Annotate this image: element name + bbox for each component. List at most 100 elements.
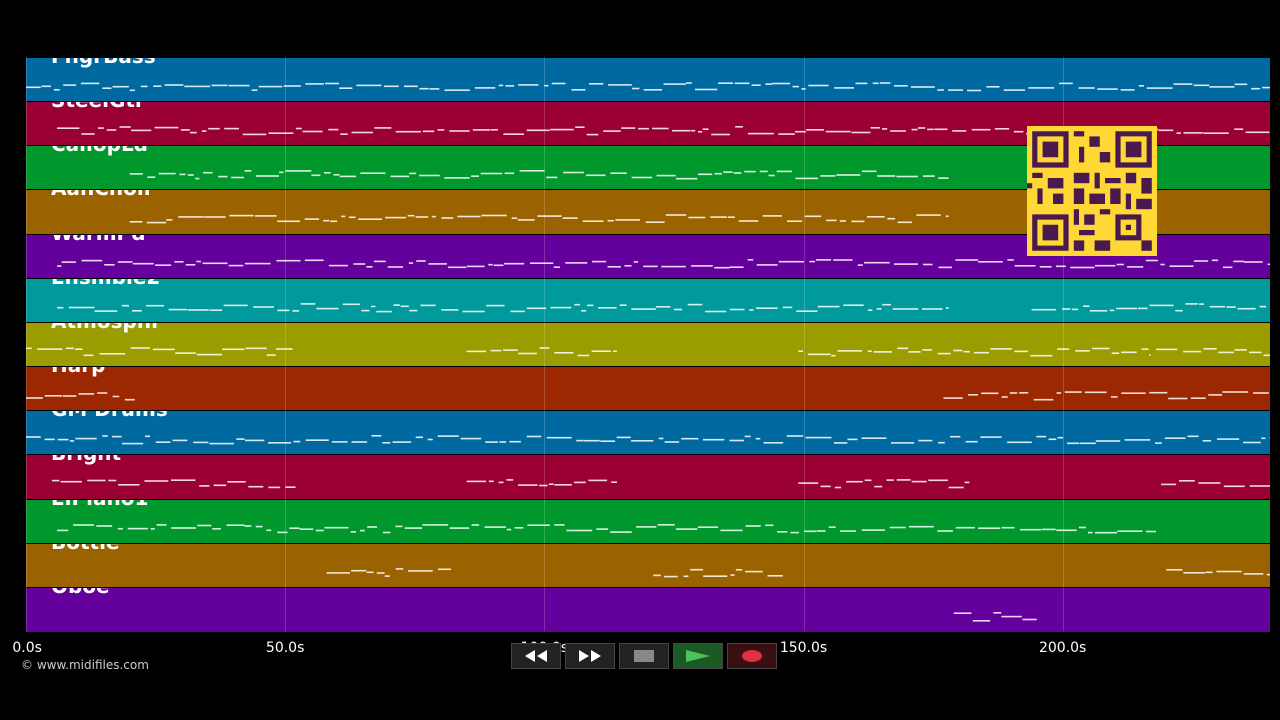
note	[1048, 438, 1057, 441]
track-lane[interactable]: Ensmble2	[26, 277, 1270, 323]
note	[1127, 265, 1144, 268]
note	[765, 524, 774, 526]
note	[937, 352, 951, 355]
note	[1223, 485, 1245, 488]
note	[872, 82, 879, 85]
note	[582, 220, 604, 223]
note	[144, 480, 169, 483]
piano-roll[interactable]: FngrBass SteelGtr CaliopLd AahChoir WarmPd En…	[26, 57, 1270, 632]
note	[923, 263, 933, 265]
note	[245, 347, 267, 349]
note	[408, 261, 413, 264]
note	[918, 127, 926, 129]
record-button[interactable]	[727, 643, 777, 669]
stop-button[interactable]	[619, 643, 669, 669]
note	[503, 349, 518, 351]
note	[351, 441, 368, 443]
note	[778, 133, 795, 136]
note	[993, 611, 1002, 614]
note	[437, 435, 459, 438]
fast-forward-button[interactable]	[565, 643, 615, 669]
note	[577, 354, 590, 357]
note	[851, 221, 865, 223]
note	[790, 531, 799, 533]
track-lane[interactable]: Harp	[26, 366, 1270, 412]
note	[266, 354, 276, 356]
note	[733, 172, 742, 175]
note	[1145, 259, 1158, 261]
note	[504, 172, 515, 175]
note	[488, 480, 494, 483]
note	[1217, 438, 1240, 441]
play-button[interactable]	[673, 643, 723, 669]
note	[576, 439, 584, 442]
note	[1120, 89, 1135, 91]
note	[196, 260, 201, 262]
note	[26, 347, 32, 349]
note	[129, 89, 135, 92]
track-lane[interactable]: GM Drums	[26, 410, 1270, 456]
note	[448, 266, 467, 268]
note	[1137, 307, 1148, 309]
note	[333, 174, 340, 176]
note	[805, 436, 832, 439]
note	[673, 308, 683, 311]
note	[460, 437, 482, 440]
rewind-button[interactable]	[511, 643, 561, 669]
note	[118, 484, 140, 486]
note	[698, 173, 713, 176]
track-lane[interactable]: Bright	[26, 454, 1270, 500]
note	[349, 216, 356, 219]
note	[1166, 568, 1183, 571]
track-lane[interactable]: FngrBass	[26, 57, 1270, 103]
note	[480, 172, 503, 175]
note	[714, 173, 722, 175]
note	[1222, 391, 1249, 393]
note	[833, 258, 853, 261]
note	[251, 89, 258, 91]
note	[371, 305, 376, 308]
note	[551, 82, 566, 85]
note	[81, 259, 103, 261]
note	[340, 133, 348, 136]
note	[846, 481, 863, 483]
note	[786, 435, 804, 437]
note	[1205, 571, 1213, 573]
note	[763, 442, 784, 444]
note	[1149, 391, 1168, 394]
note	[488, 263, 493, 266]
note	[955, 258, 979, 261]
note	[1198, 482, 1221, 485]
note	[374, 127, 392, 129]
track-lane[interactable]: Oboe	[26, 586, 1270, 632]
note	[955, 526, 975, 528]
note	[112, 395, 120, 398]
note	[472, 129, 491, 131]
note	[1193, 84, 1210, 87]
note	[734, 82, 750, 85]
track-lane[interactable]: Bottle	[26, 542, 1270, 588]
note	[147, 176, 156, 179]
note	[687, 303, 703, 306]
track-lane[interactable]: ElPiano1	[26, 498, 1270, 544]
note	[1263, 354, 1270, 356]
note	[550, 306, 572, 309]
note	[603, 130, 621, 133]
track-lane[interactable]: Atmosphr	[26, 321, 1270, 368]
track-notes	[953, 611, 1037, 622]
note	[948, 487, 964, 489]
note	[158, 173, 176, 175]
note	[506, 528, 512, 530]
note	[1261, 437, 1266, 440]
note	[78, 393, 95, 395]
note	[457, 216, 481, 218]
note	[661, 265, 686, 267]
note	[756, 263, 778, 266]
note	[96, 524, 113, 527]
note	[1003, 89, 1026, 91]
note	[1078, 526, 1086, 528]
note	[928, 479, 948, 482]
note	[1138, 85, 1144, 87]
note	[776, 170, 792, 173]
note	[156, 523, 167, 526]
